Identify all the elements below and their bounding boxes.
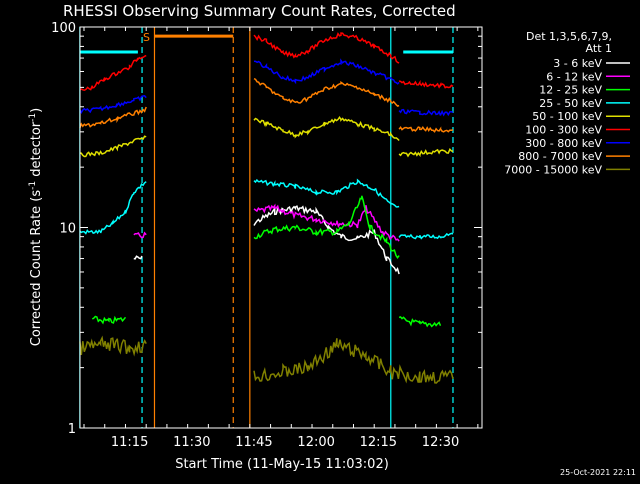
- x-tick-label: 11:45: [235, 435, 272, 450]
- attenuator-marker: S: [143, 31, 150, 44]
- x-axis-ticks: 11:15 11:30 11:45 12:00 12:15 12:30: [83, 27, 479, 450]
- series-800-7000-keV: [79, 78, 454, 133]
- series-25-50-keV: [79, 178, 454, 240]
- series-segment: [253, 203, 400, 242]
- y-axis-ticks: 1 10 100: [51, 21, 482, 437]
- legend-label: 3 - 6 keV: [553, 57, 602, 70]
- series-segment: [398, 147, 454, 158]
- y-tick-label: 10: [59, 222, 76, 237]
- legend-label: 800 - 7000 keV: [518, 150, 602, 163]
- series-segment: [398, 79, 454, 89]
- timestamp: 25-Oct-2021 22:11: [560, 468, 636, 477]
- series-segment: [79, 335, 147, 357]
- series-7000-15000-keV: [79, 335, 454, 384]
- series-segment: [91, 315, 127, 325]
- x-tick-label: 12:00: [297, 435, 334, 450]
- series-segment: [253, 58, 400, 85]
- series-segment: [79, 181, 147, 235]
- series-segment: [133, 231, 147, 239]
- series-segment: [253, 178, 400, 208]
- series-segment: [253, 338, 454, 384]
- series-segment: [253, 78, 400, 107]
- legend-label: 50 - 100 keV: [532, 110, 602, 123]
- series-6-12-keV: [133, 203, 400, 242]
- series-segment: [79, 106, 147, 129]
- series-segment: [79, 54, 147, 91]
- series-segment: [398, 125, 454, 133]
- x-axis-label: Start Time (11-May-15 11:03:02): [175, 457, 389, 472]
- legend-label: 25 - 50 keV: [539, 97, 602, 110]
- series-segment: [253, 115, 400, 142]
- y-tick-label: 1: [68, 422, 76, 437]
- chart-title: RHESSI Observing Summary Count Rates, Co…: [63, 2, 456, 20]
- x-tick-label: 12:15: [360, 435, 397, 450]
- series-segment: [79, 135, 147, 158]
- series-segment: [398, 232, 454, 240]
- series-segment: [253, 32, 400, 64]
- legend-header-2: Att 1: [586, 42, 612, 55]
- y-tick-label: 100: [51, 21, 76, 36]
- legend-label: 7000 - 15000 keV: [504, 163, 602, 176]
- series-segment: [253, 195, 400, 259]
- series-100-300-keV: [79, 32, 454, 91]
- legend-label: 6 - 12 keV: [546, 70, 602, 83]
- series-segment: [133, 255, 143, 260]
- legend-header-1: Det 1,3,5,6,7,9,: [526, 30, 612, 43]
- series-300-800-keV: [79, 58, 454, 117]
- legend-label: 300 - 800 keV: [525, 137, 602, 150]
- x-tick-label: 11:15: [111, 435, 148, 450]
- legend-label: 12 - 25 keV: [539, 84, 602, 97]
- x-tick-label: 12:30: [422, 435, 459, 450]
- series-12-25-keV: [91, 195, 442, 328]
- series-segment: [79, 95, 147, 114]
- series-50-100-keV: [79, 115, 454, 158]
- series-segment: [398, 316, 442, 328]
- legend-label: 100 - 300 keV: [525, 124, 602, 137]
- series-segment: [398, 108, 454, 117]
- x-tick-label: 11:30: [173, 435, 210, 450]
- y-axis-label: Corrected Count Rate (s-1 detector-1): [28, 108, 44, 346]
